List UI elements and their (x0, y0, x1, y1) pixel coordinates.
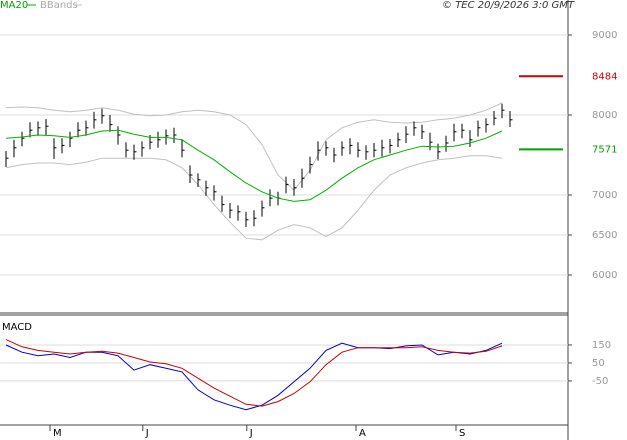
macd-line (5, 339, 503, 407)
x-tick-label: J (145, 428, 149, 439)
level-label: 8484 (592, 71, 617, 82)
y-tick-label: 150 (592, 340, 611, 351)
legend-ma: MA20 (0, 0, 28, 11)
legend-bbands: BBands (40, 0, 78, 11)
bband-lower (5, 155, 503, 241)
y-tick-label: -50 (592, 376, 608, 387)
x-tick-label: M (53, 428, 62, 439)
ma-line (5, 129, 503, 202)
y-tick-label: 7000 (592, 190, 617, 201)
level-label: 7571 (592, 144, 617, 155)
x-tick-label: J (249, 428, 253, 439)
x-tick-label: A (359, 428, 366, 439)
panel-title: MACD (2, 322, 32, 333)
y-tick-label: 50 (592, 358, 605, 369)
x-tick-label: S (459, 428, 465, 439)
y-tick-label: 6500 (592, 230, 617, 241)
bband-upper (5, 102, 503, 191)
y-tick-label: 8000 (592, 110, 617, 121)
credit: © TEC 20/9/2026 3:0 GMT (442, 0, 575, 11)
y-tick-label: 9000 (592, 30, 617, 41)
y-tick-label: 6000 (592, 270, 617, 281)
